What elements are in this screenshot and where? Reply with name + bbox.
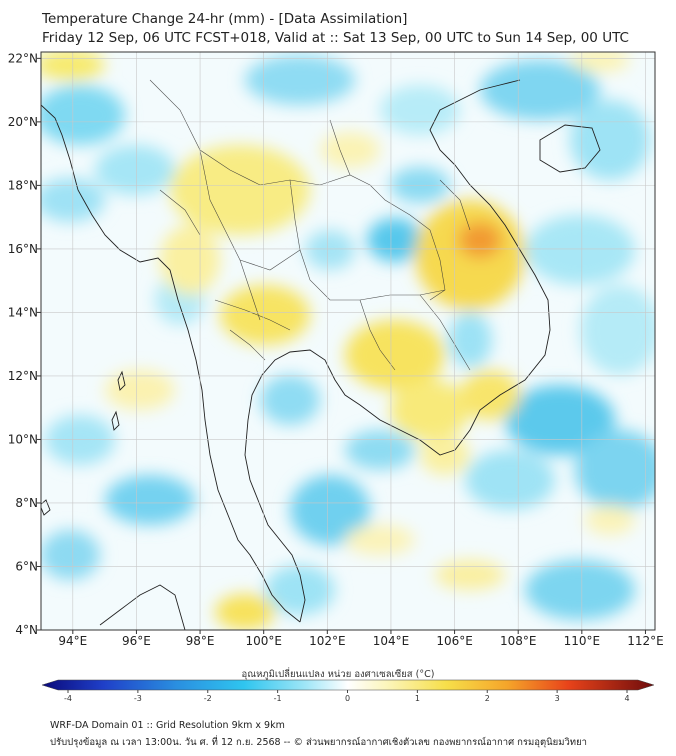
temperature-field <box>41 52 655 630</box>
lat-tick-label: 20°N <box>8 115 38 129</box>
footer-credit: ปรับปรุงข้อมูล ณ เวลา 13:00น. วัน ศ. ที่… <box>50 737 587 748</box>
lon-tick-label: 96°E <box>122 634 151 648</box>
admin-borders <box>149 79 471 371</box>
colorbar-tick-label: 4 <box>624 694 629 703</box>
colorbar-tick-label: 3 <box>555 694 560 703</box>
colorbar-ticks: -4 -3 -2 -1 0 1 2 3 4 <box>64 690 630 703</box>
graticule <box>41 52 655 630</box>
lat-tick-label: 22°N <box>8 51 38 65</box>
lat-tick-label: 10°N <box>8 432 38 446</box>
longitude-labels: 94°E 96°E 98°E 100°E 102°E 104°E 106°E 108°E 110… <box>58 630 664 648</box>
colorbar: -4 -3 -2 -1 0 1 2 3 4 <box>41 679 655 703</box>
map-title: Temperature Change 24-hr (mm) - [Data As… <box>42 11 408 27</box>
lon-tick-label: 110°E <box>564 634 601 648</box>
colorbar-tick-label: 1 <box>415 694 420 703</box>
footer-domain-info: WRF-DA Domain 01 :: Grid Resolution 9km … <box>50 720 285 731</box>
map-subtitle: Friday 12 Sep, 06 UTC FCST+018, Valid at… <box>42 30 629 46</box>
lon-tick-label: 112°E <box>627 634 664 648</box>
lat-tick-label: 6°N <box>15 559 38 573</box>
colorbar-bar <box>41 679 655 691</box>
colorbar-tick-label: 2 <box>485 694 490 703</box>
lat-tick-label: 16°N <box>8 242 38 256</box>
lon-tick-label: 106°E <box>436 634 473 648</box>
colorbar-tick-label: -1 <box>274 694 282 703</box>
lon-tick-label: 104°E <box>373 634 410 648</box>
lat-tick-label: 12°N <box>8 369 38 383</box>
lon-tick-label: 102°E <box>309 634 346 648</box>
colorbar-tick-label: -2 <box>204 694 212 703</box>
colorbar-tick-label: 0 <box>345 694 350 703</box>
lat-tick-label: 8°N <box>15 496 38 510</box>
lat-tick-label: 14°N <box>8 305 38 319</box>
lon-tick-label: 100°E <box>245 634 282 648</box>
lon-tick-label: 108°E <box>500 634 537 648</box>
colorbar-tick-label: -3 <box>134 694 142 703</box>
colorbar-label: อุณหภูมิเปลี่ยนแปลง หน่วย องศาเซลเซียส (… <box>241 669 435 680</box>
lon-tick-label: 98°E <box>186 634 215 648</box>
lon-tick-label: 94°E <box>58 634 87 648</box>
lat-tick-label: 4°N <box>15 623 38 637</box>
coastline-outlines <box>41 79 601 630</box>
colorbar-tick-label: -4 <box>64 694 72 703</box>
lat-tick-label: 18°N <box>8 178 38 192</box>
map-frame <box>40 51 656 631</box>
latitude-labels: 22°N 20°N 18°N 16°N 14°N 12°N 10°N 8°N 6°N 4°N <box>8 51 41 637</box>
